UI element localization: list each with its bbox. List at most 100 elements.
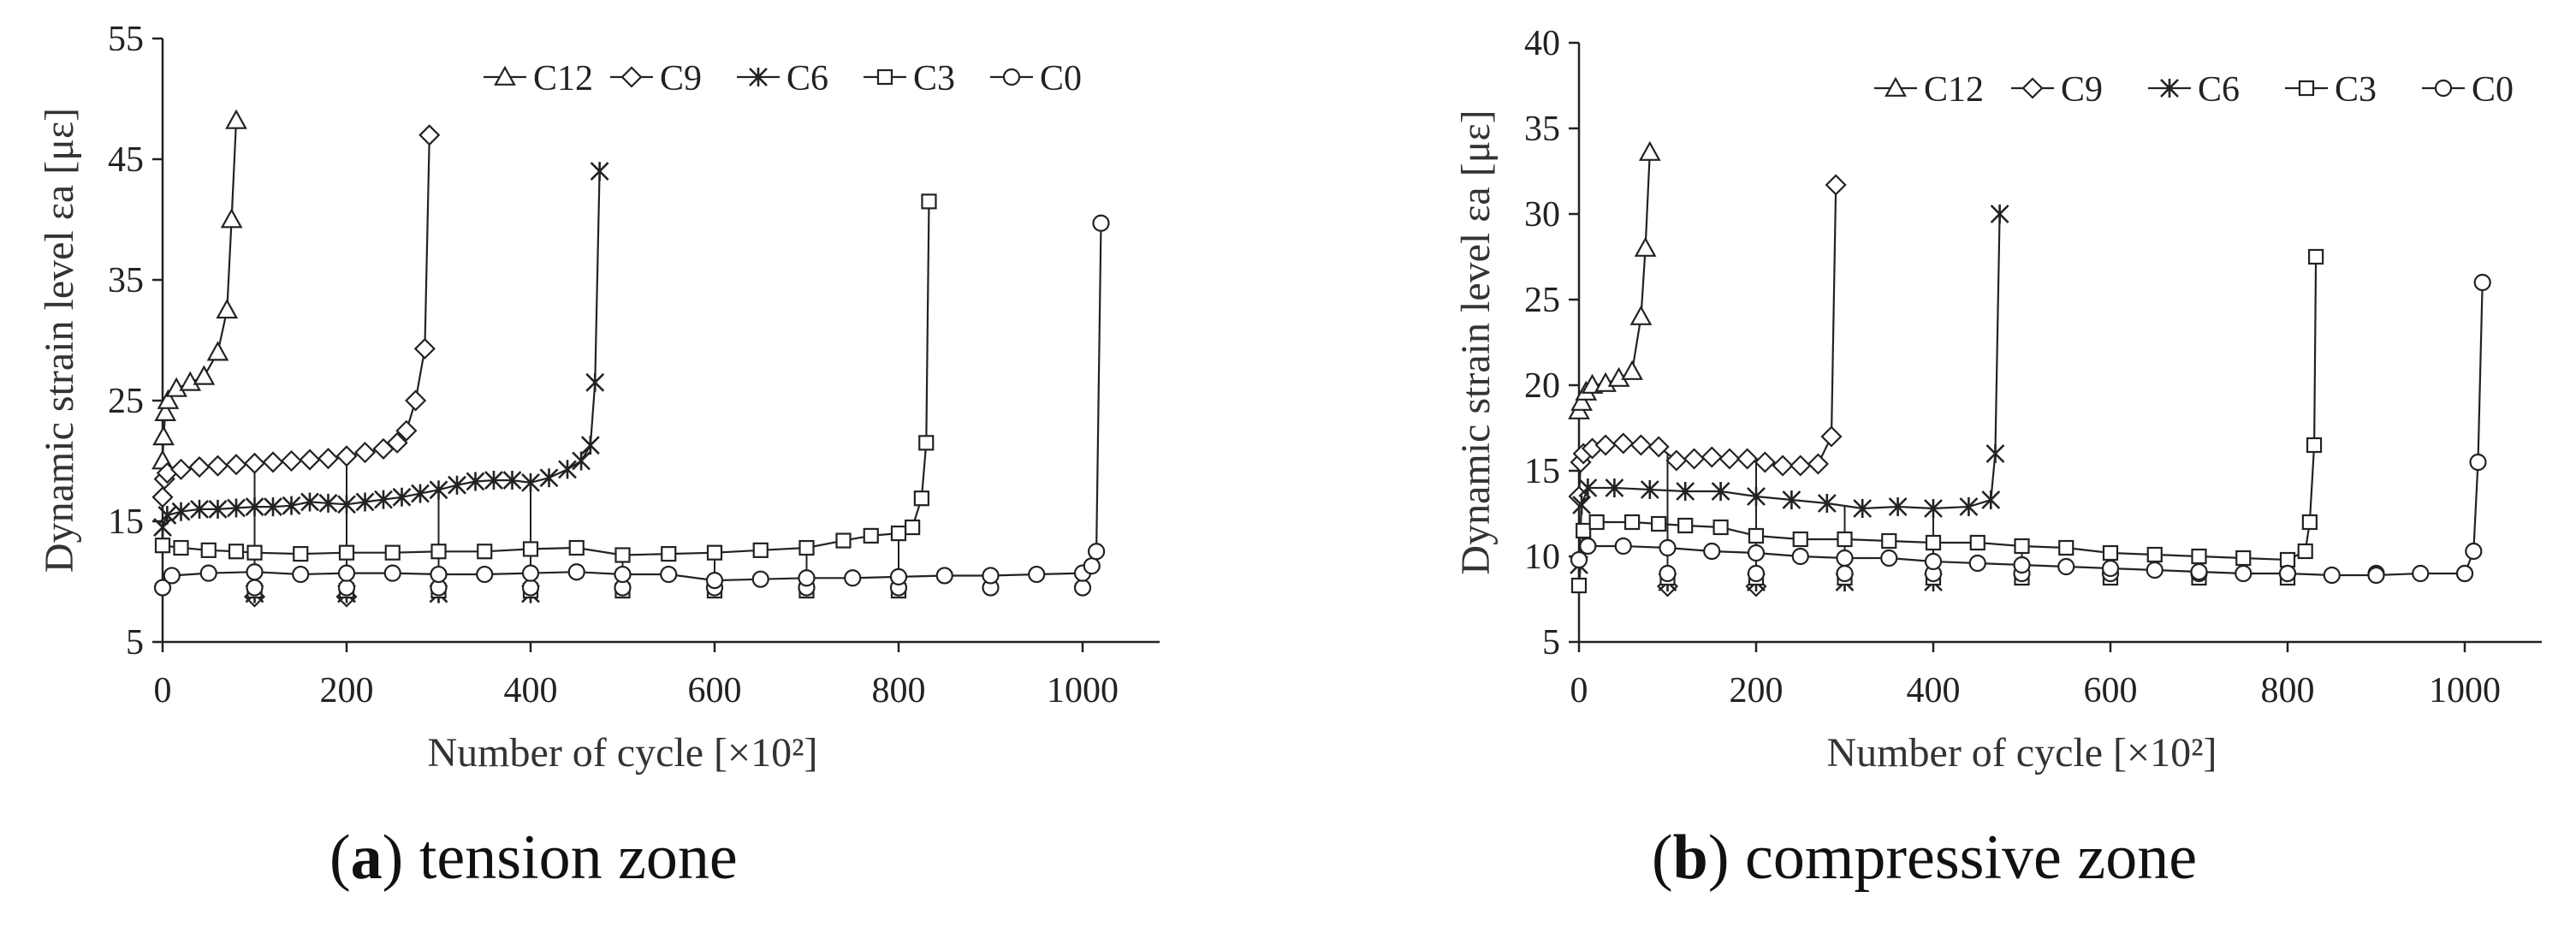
data-point-C6 [227,498,246,518]
data-point-C3 [614,547,631,563]
legend-label-C0: C0 [1040,59,1082,98]
series-C6 [153,162,609,603]
data-point-C3 [1969,534,1985,551]
y-tick-label: 15 [1524,452,1560,491]
data-point-C6 [1990,205,2009,223]
series-C6 [1570,205,2009,591]
legend-label-C6: C6 [786,59,828,98]
data-point-C9 [1647,436,1670,458]
x-tick-label: 0 [154,671,172,710]
data-point-C6 [521,472,540,492]
data-point-C0 [1747,544,1766,562]
data-point-C6 [411,484,430,503]
data-point-C9 [151,486,174,508]
series-C3 [1570,248,2324,594]
x-tick-label: 600 [2084,671,2138,710]
data-point-C0 [1570,550,1588,569]
data-point-C9 [1718,448,1741,470]
data-point-C9 [317,448,340,470]
data-point-C6 [1888,497,1908,516]
data-point-C0 [1659,564,1677,583]
data-point-C0 [2101,559,2120,578]
data-point-C9 [1612,432,1635,455]
data-point-C3 [2297,543,2313,560]
data-point-C9 [386,431,408,454]
data-point-C9 [1629,434,1653,456]
data-point-C6 [1853,499,1873,518]
data-point-C0 [2146,561,2163,579]
data-point-C9 [1701,446,1723,468]
data-point-C6 [1817,494,1837,513]
y-tick-label: 20 [1524,366,1560,406]
data-point-C9 [243,452,266,474]
data-point-C12 [1634,236,1657,257]
data-point-C9 [1683,448,1706,470]
data-point-C3 [890,525,907,542]
data-point-C0 [2323,566,2341,585]
data-point-C0 [2057,557,2075,576]
data-point-C6 [484,471,503,490]
caption-compressive-zone: (b) compressive zone [1652,823,2198,893]
data-point-C0 [1579,537,1597,556]
data-point-C3 [1576,522,1592,539]
data-point-C0 [1083,557,1101,575]
data-point-C12 [154,401,177,421]
data-point-C0 [2455,564,2474,583]
data-point-C3 [2102,544,2119,562]
data-point-C0 [1088,543,1106,561]
data-point-C0 [1614,537,1632,556]
series-line-C12 [1577,152,1651,412]
data-point-C0 [337,564,356,582]
data-point-C0 [292,565,310,584]
data-point-C9 [1665,449,1688,472]
data-point-C0 [199,564,217,582]
data-point-C0 [751,570,769,588]
series-C12 [151,109,247,470]
data-point-C12 [193,365,216,385]
data-point-C0 [705,571,724,590]
legend-label-C9: C9 [2061,70,2103,110]
x-tick-label: 0 [1570,671,1588,710]
data-point-C12 [216,298,239,319]
data-point-C3 [2306,437,2323,454]
data-point-C6 [572,451,591,471]
x-tick-label: 800 [872,671,926,710]
y-tick-label: 35 [1524,110,1560,149]
data-point-C3 [2146,546,2163,563]
data-point-C0 [2367,566,2385,585]
data-point-C3 [246,544,263,561]
data-point-C0 [246,563,264,581]
data-point-C12 [206,341,229,361]
data-point-C9 [1807,453,1830,475]
data-point-C6 [1640,480,1659,499]
series-C0 [1570,273,2491,585]
data-point-C6 [300,492,319,512]
y-tick-label: 5 [126,623,144,663]
data-point-C0 [2278,564,2297,583]
data-point-C6 [448,475,466,495]
data-point-C9 [1754,451,1776,473]
x-tick-label: 400 [1907,671,1961,710]
data-point-C3 [1792,531,1808,548]
legend-marker-C0 [2434,79,2453,98]
y-tick-label: 40 [1524,24,1560,63]
data-point-C9 [1736,448,1759,470]
data-point-C0 [2473,273,2491,292]
series-line-C0 [162,223,1102,589]
data-point-C0 [889,567,908,585]
data-point-C3 [706,544,723,561]
legend-marker-C9 [620,66,643,88]
data-point-C12 [1629,305,1653,325]
y-axis-label: Dynamic strain level εa [με] [37,108,82,573]
data-point-C0 [1880,549,1898,567]
data-point-C12 [152,425,175,446]
legend-marker-C12 [494,65,516,86]
data-point-C6 [539,468,559,488]
data-point-C0 [2235,564,2253,583]
data-point-C3 [228,544,245,560]
data-point-C0 [2469,453,2487,472]
data-point-C0 [1791,547,1809,566]
data-point-C9 [262,451,284,473]
x-tick-label: 800 [2261,671,2315,710]
data-point-C6 [1981,490,2001,509]
